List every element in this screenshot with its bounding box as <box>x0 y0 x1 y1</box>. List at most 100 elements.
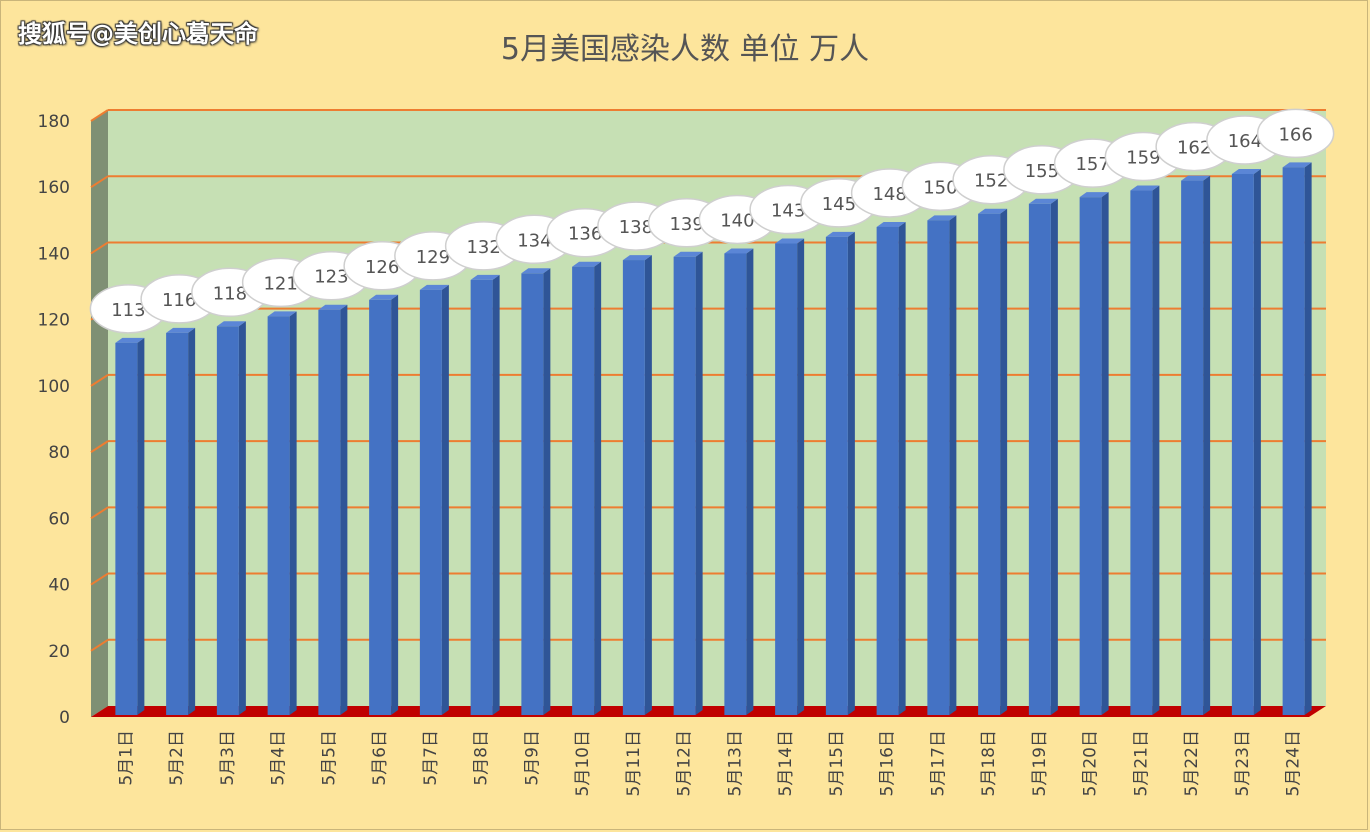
bar <box>1181 180 1204 716</box>
bar-side <box>492 274 500 715</box>
x-tick-label: 5月14日 <box>776 730 796 796</box>
bar <box>521 273 544 715</box>
bar-side <box>188 327 196 715</box>
bar-side <box>1050 198 1058 715</box>
bar <box>419 289 442 715</box>
data-label: 121 <box>263 273 297 294</box>
bar <box>115 342 138 715</box>
y-tick-label: 160 <box>38 178 70 198</box>
bar-top <box>470 274 500 280</box>
data-label: 164 <box>1228 131 1262 152</box>
chart-title: 5月美国感染人数 单位 万人 <box>500 32 870 67</box>
bar-top <box>1028 198 1058 204</box>
bar <box>673 256 696 715</box>
side-wall <box>91 110 108 717</box>
bar-top <box>1282 162 1312 168</box>
bar <box>622 260 645 715</box>
bar-side <box>1000 208 1008 715</box>
data-label: 134 <box>517 230 551 251</box>
x-tick-label: 5月16日 <box>878 730 898 796</box>
bar-top <box>876 221 906 227</box>
y-tick-label: 20 <box>48 642 70 662</box>
data-label: 132 <box>466 237 500 258</box>
data-label: 138 <box>619 217 653 238</box>
bar-top <box>1130 185 1160 191</box>
x-tick-label: 5月23日 <box>1233 730 1253 796</box>
bar-side <box>1101 192 1109 716</box>
bar-top <box>724 248 754 254</box>
bar <box>1028 203 1051 715</box>
bar-side <box>644 255 652 716</box>
data-label: 123 <box>314 267 348 288</box>
bar <box>775 243 798 715</box>
data-label: 118 <box>213 283 247 304</box>
y-tick-label: 0 <box>59 708 70 728</box>
y-tick-label: 180 <box>38 112 70 132</box>
bar-side <box>594 261 602 715</box>
x-tick-label: 5月4日 <box>269 730 289 786</box>
data-label: 143 <box>771 201 805 222</box>
data-label: 140 <box>720 210 754 231</box>
y-tick-label: 140 <box>38 244 70 264</box>
x-tick-label: 5月19日 <box>1030 730 1050 796</box>
bar-side <box>898 221 906 715</box>
bar <box>369 299 392 715</box>
bar-top <box>1079 192 1109 198</box>
y-tick-label: 120 <box>38 311 70 331</box>
bar <box>978 213 1001 715</box>
data-label: 162 <box>1177 138 1211 159</box>
x-tick-label: 5月18日 <box>979 730 999 796</box>
watermark-text: 搜狐号@美创心葛天命 <box>18 20 258 48</box>
data-label: 113 <box>111 300 145 321</box>
x-tick-label: 5月2日 <box>167 730 187 786</box>
bar-top <box>166 327 196 333</box>
bar-side <box>543 268 551 715</box>
bar-top <box>216 321 246 327</box>
x-tick-label: 5月13日 <box>725 730 745 796</box>
gridline-side <box>90 638 109 652</box>
data-label: 126 <box>365 257 399 278</box>
gridline-side <box>90 506 109 520</box>
data-label: 159 <box>1126 148 1160 169</box>
bar <box>470 279 493 715</box>
x-tick-label: 5月1日 <box>116 730 136 786</box>
data-label: 150 <box>923 177 957 198</box>
bar-top <box>622 255 652 261</box>
data-label: 148 <box>872 184 906 205</box>
x-tick-label: 5月21日 <box>1131 730 1151 796</box>
bar-side <box>695 251 703 715</box>
bar-top <box>572 261 602 267</box>
x-tick-label: 5月22日 <box>1182 730 1202 796</box>
bar-top <box>369 294 399 300</box>
bar-side <box>746 248 754 715</box>
bar-top <box>115 337 145 343</box>
bar-top <box>419 284 449 290</box>
x-tick-label: 5月7日 <box>421 730 441 786</box>
bar <box>267 316 290 715</box>
y-tick-label: 80 <box>48 443 70 463</box>
data-label-bubble <box>1256 108 1335 159</box>
x-tick-label: 5月9日 <box>522 730 542 786</box>
data-label: 157 <box>1075 154 1109 175</box>
data-label: 145 <box>822 194 856 215</box>
gridline-side <box>90 109 109 122</box>
bar-side <box>340 304 348 715</box>
x-tick-label: 5月12日 <box>675 730 695 796</box>
bar-top <box>521 268 551 274</box>
bar-side <box>949 215 957 716</box>
bar <box>216 326 239 715</box>
bar <box>1282 167 1305 715</box>
x-tick-label: 5月5日 <box>319 730 339 786</box>
floor <box>91 706 1326 717</box>
y-tick-label: 40 <box>48 576 70 596</box>
data-label: 136 <box>568 224 602 245</box>
bar-side <box>137 337 145 715</box>
bar-top <box>825 231 855 237</box>
bar-side <box>391 294 399 715</box>
gridline-side <box>90 572 109 586</box>
bar <box>1231 173 1254 715</box>
gridline-side <box>90 175 109 189</box>
bar-top <box>1181 175 1211 181</box>
